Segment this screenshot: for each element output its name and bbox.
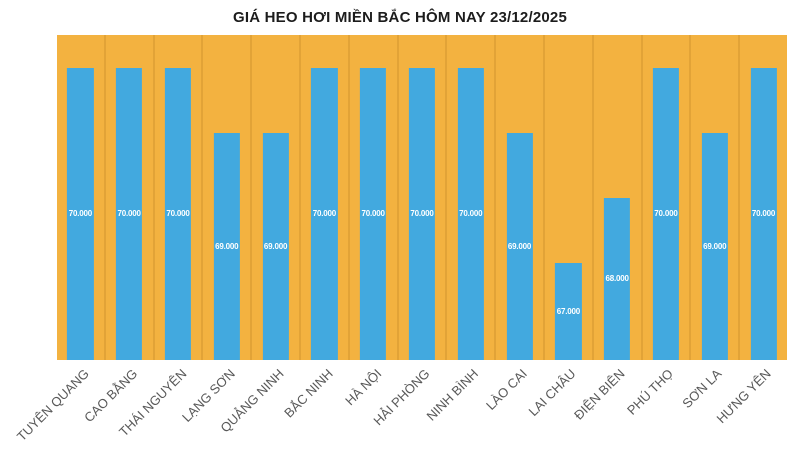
bar-value-label: 70.000: [410, 209, 434, 219]
bar-column: 68.000: [594, 35, 643, 360]
bar-9: 69.000: [506, 132, 533, 360]
bar-value-label: 70.000: [361, 209, 385, 219]
x-label-column: BẮC NINH: [281, 360, 349, 455]
bar-10: 67.000: [555, 262, 582, 360]
x-label-column: PHÚ THỌ: [624, 360, 690, 455]
bar-column: 70.000: [447, 35, 497, 360]
x-axis-labels: TUYÊN QUANG CAO BẰNG THÁI NGUYÊN LẠNG SƠN QU…: [14, 360, 787, 455]
bar-2: 70.000: [164, 67, 192, 360]
bar-value-label: 70.000: [117, 209, 141, 219]
bar-value-label: 69.000: [507, 241, 532, 251]
bar-column: 69.000: [496, 35, 545, 360]
x-label-column: HƯNG YÊN: [713, 360, 787, 455]
bar-value-label: 70.000: [166, 209, 190, 219]
bar-8: 70.000: [457, 67, 484, 360]
bar-column: 69.000: [252, 35, 301, 360]
bar-column: 70.000: [740, 35, 787, 360]
bar-7: 70.000: [408, 67, 436, 360]
x-axis-label: TUYÊN QUANG: [13, 366, 92, 445]
bar-0: 70.000: [67, 67, 94, 360]
bar-value-label: 70.000: [68, 209, 93, 219]
bar-value-label: 69.000: [703, 241, 727, 251]
bar-value-label: 70.000: [654, 209, 678, 219]
chart-title: GIÁ HEO HƠI MIỀN BẮC HÔM NAY 23/12/2025: [232, 9, 568, 26]
bar-1: 70.000: [116, 67, 143, 360]
bar-value-label: 69.000: [263, 241, 288, 251]
bar-column: 70.000: [350, 35, 399, 360]
bar-value-label: 70.000: [751, 209, 776, 219]
bar-value-label: 70.000: [312, 209, 337, 219]
bar-column: 70.000: [399, 35, 448, 360]
bar-6: 70.000: [360, 67, 387, 360]
bar-column: 70.000: [155, 35, 204, 360]
bar-column: 70.000: [57, 35, 106, 360]
bar-column: 70.000: [643, 35, 692, 360]
bar-value-label: 70.000: [459, 209, 483, 219]
plot-area: 70.000 70.000 70.000 69.000 69.000 70.000 70.0…: [57, 35, 787, 360]
bar-3: 69.000: [213, 132, 240, 360]
bar-12: 70.000: [652, 67, 680, 360]
bar-4: 69.000: [262, 132, 289, 360]
bar-column: 67.000: [545, 35, 594, 360]
bar-value-label: 67.000: [556, 306, 580, 316]
bar-13: 69.000: [701, 132, 728, 360]
bar-column: 70.000: [301, 35, 350, 360]
bar-value-label: 69.000: [215, 241, 239, 251]
bar-11: 68.000: [604, 197, 631, 360]
bar-column: 70.000: [106, 35, 155, 360]
bar-column: 69.000: [203, 35, 253, 360]
bar-column: 69.000: [691, 35, 741, 360]
bar-14: 70.000: [750, 67, 777, 360]
bar-value-label: 68.000: [605, 274, 629, 284]
bar-5: 70.000: [311, 67, 338, 360]
